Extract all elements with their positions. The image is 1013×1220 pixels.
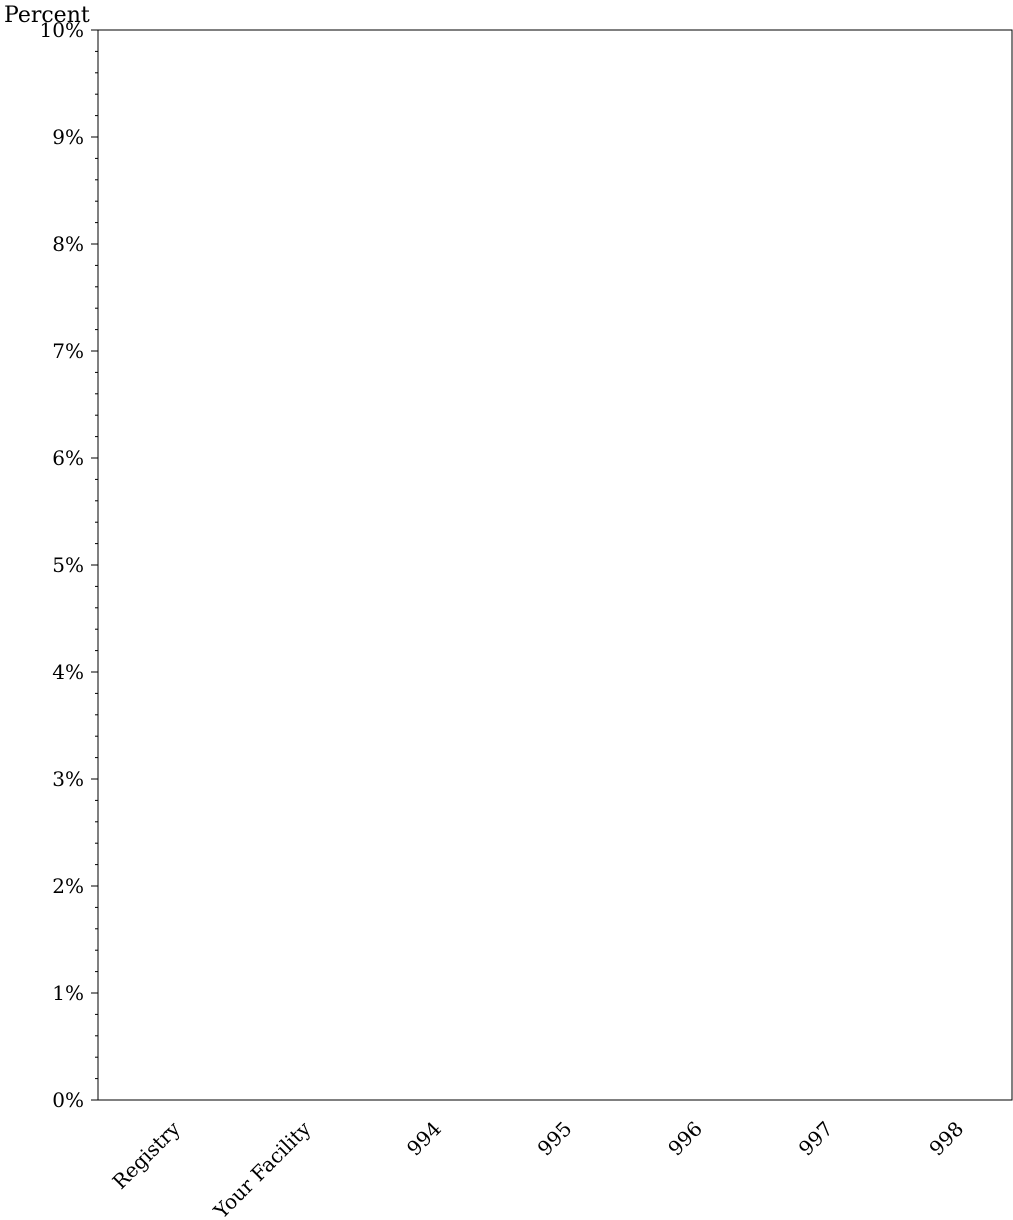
y-axis: 0% 1% 2% 3% 4% 5% 6% 7% 8% 9% 10% [40,18,98,1112]
x-tick-label: Your Facility [208,1116,316,1220]
y-tick-label: 2% [52,874,84,898]
y-tick-label: 9% [52,125,84,149]
y-tick-label: 3% [52,767,84,791]
plot-area [97,29,1013,1101]
x-tick-label: 996 [663,1117,707,1161]
x-tick-label: 997 [794,1117,838,1161]
x-tick-label: 995 [533,1117,577,1161]
x-tick-label: 998 [924,1117,968,1161]
y-axis-label: Percent [4,3,90,28]
y-tick-label: 7% [52,339,84,363]
x-axis: Registry Your Facility 994 995 996 997 998 [108,1116,969,1220]
y-tick-label: 4% [52,660,84,684]
y-tick-label: 8% [52,232,84,256]
y-tick-label: 1% [52,981,84,1005]
x-tick-label: Registry [108,1116,186,1194]
y-tick-label: 6% [52,446,84,470]
x-tick-label: 994 [402,1117,446,1161]
y-tick-label: 0% [52,1088,84,1112]
y-tick-label: 10% [40,18,84,42]
y-tick-label: 5% [52,553,84,577]
